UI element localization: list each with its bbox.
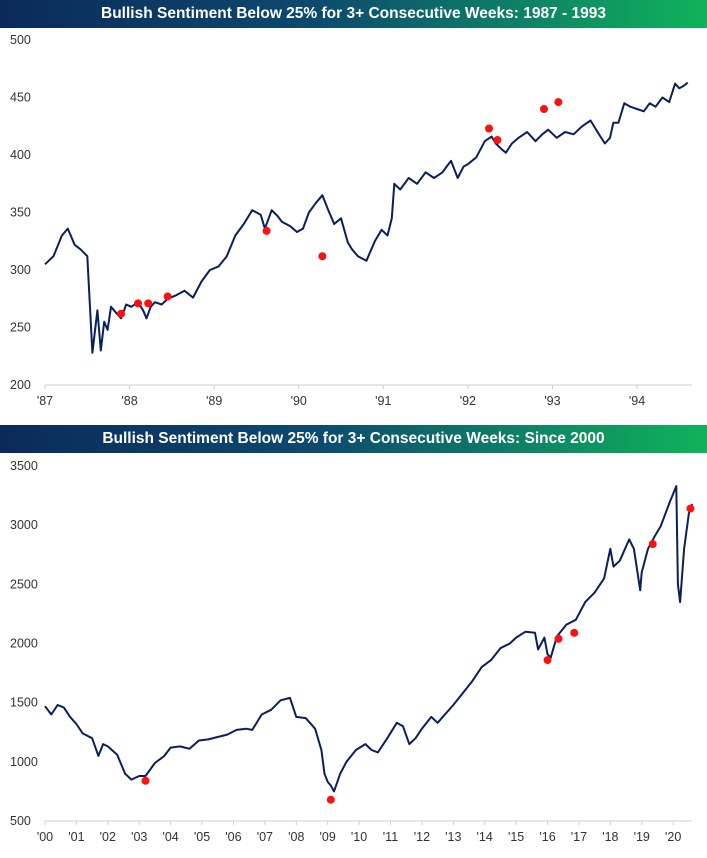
sentiment-marker (262, 226, 271, 235)
x-tick-label: '06 (225, 830, 241, 844)
sentiment-marker (318, 252, 327, 261)
sentiment-marker (539, 105, 548, 113)
x-tick-label: '08 (288, 830, 304, 844)
y-tick-label: 200 (10, 378, 31, 392)
price-series-line (44, 485, 693, 793)
sentiment-marker (134, 299, 143, 308)
y-tick-label: 500 (10, 814, 31, 828)
x-tick-label: '11 (383, 830, 398, 844)
x-tick-label: '00 (37, 830, 53, 844)
y-tick-label: 1500 (10, 696, 38, 710)
x-tick-label: '91 (375, 394, 391, 408)
sentiment-marker (163, 292, 172, 301)
sentiment-marker (326, 795, 335, 804)
x-tick-label: '04 (162, 830, 178, 844)
x-tick-label: '05 (194, 830, 210, 844)
y-tick-label: 250 (10, 321, 31, 335)
sentiment-marker (144, 299, 153, 308)
sentiment-marker (485, 124, 494, 133)
sentiment-marker (648, 540, 657, 549)
sentiment-marker (543, 656, 552, 665)
x-tick-label: '16 (539, 830, 555, 844)
x-tick-label: '92 (460, 394, 476, 408)
y-tick-label: 1000 (10, 755, 38, 769)
x-tick-label: '93 (544, 394, 560, 408)
x-tick-label: '02 (100, 830, 116, 844)
x-tick-label: '18 (602, 830, 618, 844)
sentiment-marker (570, 628, 579, 637)
y-tick-label: 500 (10, 33, 31, 47)
x-tick-label: '94 (629, 394, 645, 408)
sentiment-marker (686, 504, 695, 513)
x-tick-label: '90 (291, 394, 307, 408)
x-tick-label: '19 (634, 830, 650, 844)
chart-bottom: 500 1000 1500 2000 2500 3000 3500 '00 '01 '02 '03 '… (10, 459, 695, 844)
sentiment-marker (493, 136, 502, 145)
x-tick-label: '12 (414, 830, 430, 844)
chart-top: 200 250 300 350 400 450 500 '87 '88 '89 '90 '91 '92 '… (10, 33, 692, 408)
y-tick-label: 3000 (10, 518, 38, 532)
sentiment-marker (117, 309, 126, 318)
x-tick-label: '88 (121, 394, 137, 408)
y-tick-label: 2000 (10, 637, 38, 651)
x-tick-label: '89 (206, 394, 222, 408)
x-tick-label: '03 (131, 830, 147, 844)
y-tick-label: 450 (10, 91, 31, 105)
y-tick-label: 350 (10, 206, 31, 220)
x-tick-label: '01 (68, 830, 84, 844)
x-tick-label: '17 (571, 830, 587, 844)
sentiment-marker (554, 634, 563, 643)
x-tick-label: '09 (320, 830, 336, 844)
x-tick-label: '10 (351, 830, 367, 844)
x-tick-label: '14 (477, 830, 493, 844)
x-tick-label: '87 (37, 394, 53, 408)
sentiment-marker (554, 98, 563, 107)
y-tick-label: 3500 (10, 459, 38, 473)
sentiment-marker (141, 776, 150, 785)
price-series-line (44, 81, 689, 354)
x-tick-label: '15 (508, 830, 524, 844)
chart-title-top: Bullish Sentiment Below 25% for 3+ Conse… (0, 0, 707, 28)
y-tick-label: 400 (10, 148, 31, 162)
x-tick-label: '20 (665, 830, 681, 844)
y-tick-label: 300 (10, 263, 31, 277)
y-tick-label: 2500 (10, 577, 38, 591)
x-tick-label: '13 (445, 830, 461, 844)
chart-title-bottom: Bullish Sentiment Below 25% for 3+ Conse… (0, 425, 707, 453)
x-tick-label: '07 (257, 830, 273, 844)
